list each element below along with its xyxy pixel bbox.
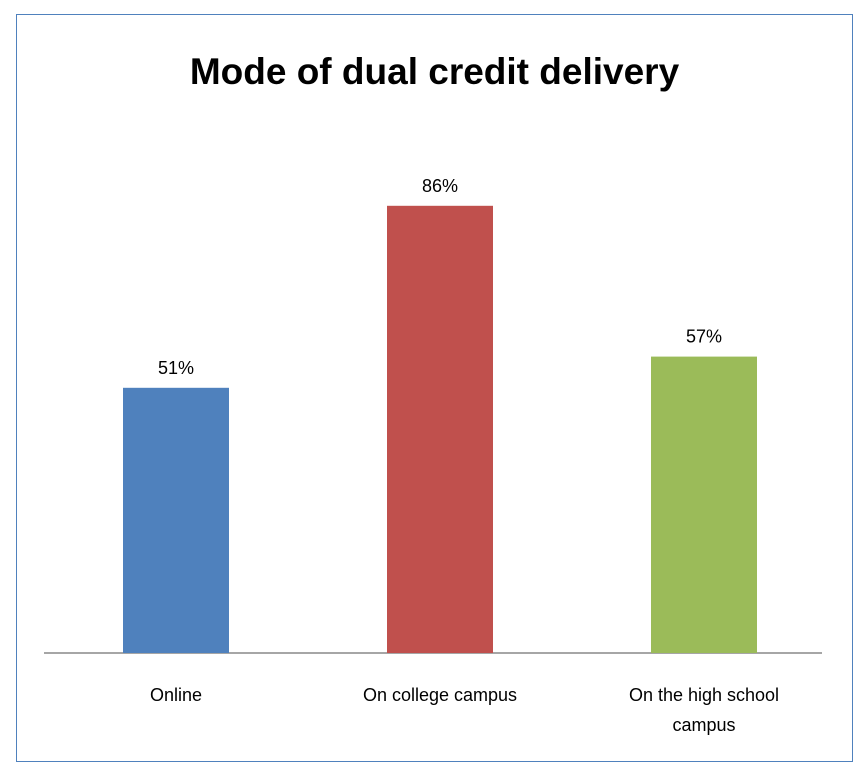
chart-title: Mode of dual credit delivery [189,51,680,92]
bar-2 [387,205,493,654]
category-label-3-line-1: On the high school [629,685,779,705]
data-label-2: 86% [422,176,458,196]
category-label-3-line-2: campus [672,715,735,735]
bar-3 [651,356,757,653]
category-label-1: Online [150,685,202,705]
data-label-3: 57% [686,327,722,347]
bar-1 [123,387,229,653]
category-label-2: On college campus [363,685,517,705]
data-label-1: 51% [158,358,194,378]
